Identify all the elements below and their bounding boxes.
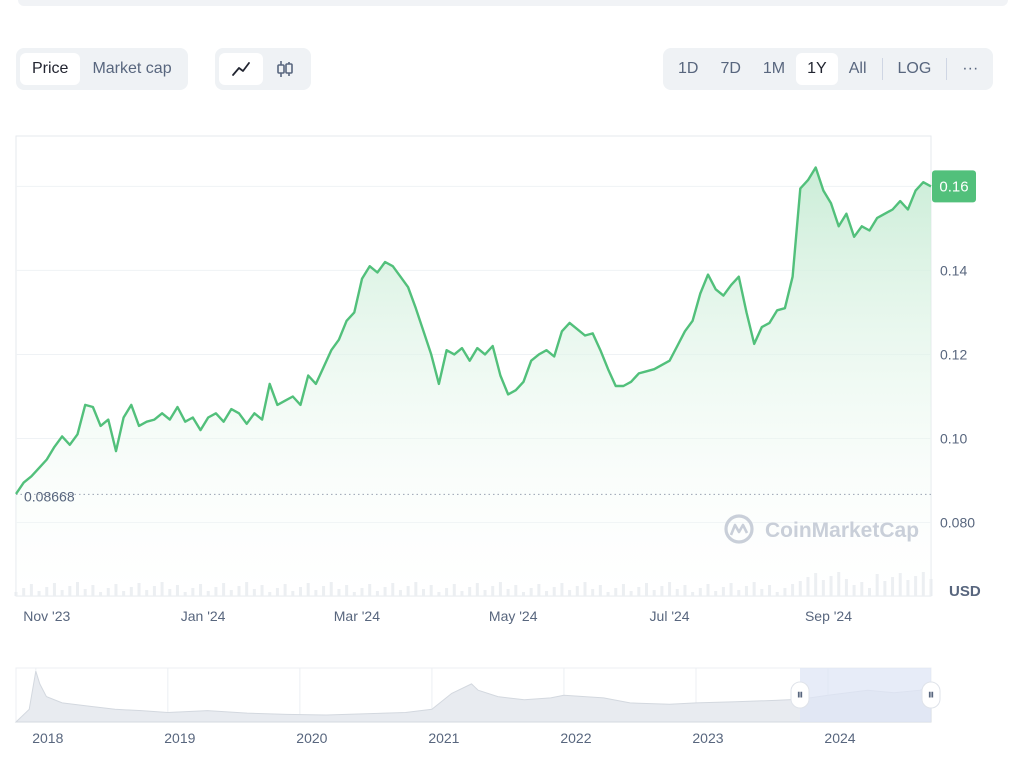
y-axis-unit: USD — [949, 583, 981, 600]
x-tick-label: May '24 — [489, 608, 538, 624]
x-tick-label: Jan '24 — [181, 608, 226, 624]
price-chart[interactable]: 0.08668 CoinMarketCap 0.0800.100.120.14 … — [0, 130, 1024, 640]
navigator-year-label: 2022 — [560, 730, 591, 746]
navigator-left-handle[interactable]: ⏸ — [790, 681, 810, 709]
watermark: CoinMarketCap — [724, 514, 919, 544]
range-navigator[interactable]: ⏸ ⏸ 2018 2019 2020 2021 2022 2023 2024 — [0, 660, 1024, 760]
price-tab[interactable]: Price — [20, 53, 81, 85]
range-1y-button[interactable]: 1Y — [796, 53, 838, 85]
price-line — [15, 166, 932, 495]
range-divider — [946, 58, 948, 80]
y-tick-label: 0.14 — [940, 262, 967, 278]
candlestick-icon — [277, 61, 293, 77]
x-tick-label: Jul '24 — [650, 608, 690, 624]
x-axis-ticks: Nov '23 Jan '24 Mar '24 May '24 Jul '24 Sep '… — [23, 608, 852, 624]
range-7d-button[interactable]: 7D — [720, 60, 741, 77]
baseline-label: 0.08668 — [24, 488, 75, 504]
y-tick-label: 0.10 — [940, 430, 967, 446]
navigator-year-label: 2020 — [296, 730, 327, 746]
metric-toggle: Price Market cap — [16, 48, 188, 90]
navigator-year-label: 2019 — [164, 730, 195, 746]
y-tick-label: 0.080 — [940, 514, 975, 530]
candlestick-button[interactable] — [263, 53, 307, 85]
navigator-year-label: 2024 — [824, 730, 855, 746]
range-divider — [881, 58, 883, 80]
drag-handle-icon: ⏸ — [928, 686, 935, 702]
range-all-button[interactable]: All — [848, 60, 867, 77]
current-price-badge-bg — [932, 170, 976, 203]
navigator-year-label: 2021 — [428, 730, 459, 746]
watermark-text: CoinMarketCap — [765, 519, 919, 542]
price-area-fill — [16, 167, 931, 596]
watermark-logo-mark — [729, 523, 749, 536]
navigator-year-label: 2018 — [32, 730, 63, 746]
current-price-value: 0.16 — [939, 178, 968, 195]
current-price-badge: 0.16 — [932, 170, 976, 203]
navigator-year-label: 2023 — [692, 730, 723, 746]
x-tick-label: Mar '24 — [334, 608, 380, 624]
drag-handle-icon: ⏸ — [797, 686, 804, 702]
y-tick-label: 0.12 — [940, 346, 967, 362]
y-axis-ticks: 0.080 0.10 0.12 0.14 — [940, 262, 975, 530]
line-chart-icon — [232, 62, 250, 76]
navigator-selected-window[interactable] — [800, 668, 931, 722]
x-tick-label: Nov '23 — [23, 608, 70, 624]
time-range-toggle: 1D 7D 1M 1Y All LOG ··· — [663, 48, 994, 90]
range-1m-button[interactable]: 1M — [762, 60, 786, 77]
top-panel-edge — [18, 0, 1008, 6]
x-tick-label: Sep '24 — [805, 608, 852, 624]
navigator-year-labels: 2018 2019 2020 2021 2022 2023 2024 — [32, 730, 856, 746]
navigator-left-handle-bg — [790, 681, 810, 709]
navigator-right-handle[interactable]: ⏸ — [921, 681, 941, 709]
navigator-right-handle-bg — [921, 681, 941, 709]
chart-type-toggle — [215, 48, 311, 90]
line-chart-button[interactable] — [219, 53, 263, 85]
more-options-button[interactable]: ··· — [962, 60, 979, 77]
range-1d-button[interactable]: 1D — [678, 60, 699, 77]
log-scale-button[interactable]: LOG — [897, 60, 932, 77]
market-cap-tab[interactable]: Market cap — [92, 60, 172, 77]
watermark-logo-icon — [724, 514, 754, 544]
